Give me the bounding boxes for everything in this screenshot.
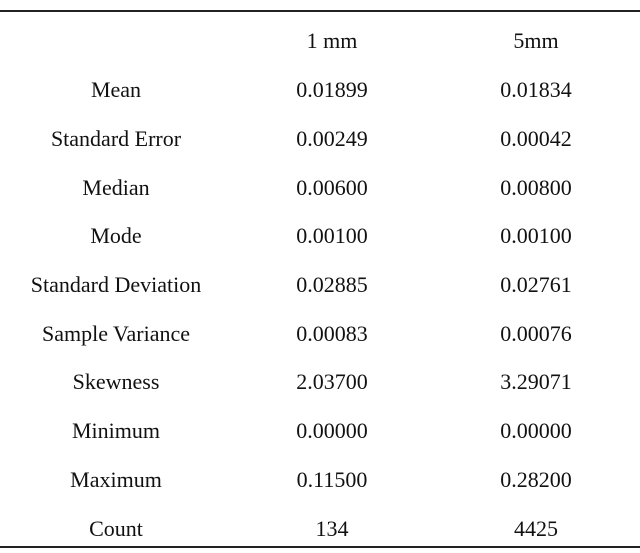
- value-1mm: 0.00600: [296, 174, 368, 200]
- table-row: Minimum 0.00000 0.00000: [0, 407, 640, 456]
- value-5mm: 0.00100: [500, 223, 572, 249]
- table-row: Standard Error 0.00249 0.00042: [0, 115, 640, 164]
- value-1mm: 0.00100: [296, 223, 368, 249]
- row-label: Standard Error: [50, 126, 182, 152]
- header-label-cell: [0, 16, 232, 66]
- row-label: Median: [82, 174, 150, 200]
- table-row: Count 134 4425: [0, 504, 640, 553]
- value-5mm: 0.01834: [500, 77, 572, 103]
- value-5mm: 3.29071: [500, 369, 572, 395]
- header-5mm: 5mm: [513, 28, 559, 53]
- value-5mm: 0.28200: [500, 466, 572, 492]
- stats-table-frame: 1 mm 5mm Mean 0.01899 0.01834 Standard E…: [0, 10, 640, 548]
- value-5mm: 0.00042: [500, 126, 572, 152]
- table-row: Sample Variance 0.00083 0.00076: [0, 309, 640, 358]
- table-row: Skewness 2.03700 3.29071: [0, 358, 640, 407]
- value-5mm: 4425: [514, 515, 558, 541]
- value-1mm: 134: [315, 515, 349, 541]
- row-label: Count: [89, 515, 143, 541]
- row-label: Standard Deviation: [30, 272, 202, 298]
- row-label: Maximum: [70, 466, 162, 492]
- row-label: Minimum: [71, 418, 160, 444]
- value-1mm: 0.01899: [296, 77, 368, 103]
- value-1mm: 0.02885: [296, 272, 368, 298]
- table-row: Maximum 0.11500 0.28200: [0, 456, 640, 505]
- row-label: Skewness: [72, 369, 160, 395]
- value-5mm: 0.00800: [500, 174, 572, 200]
- value-1mm: 0.11500: [296, 466, 368, 492]
- value-1mm: 0.00000: [296, 418, 368, 444]
- row-label: Sample Variance: [41, 320, 191, 346]
- value-5mm: 0.00076: [500, 320, 572, 346]
- value-1mm: 0.00249: [296, 126, 368, 152]
- row-label: Mode: [90, 223, 142, 249]
- value-1mm: 0.00083: [296, 320, 368, 346]
- header-1mm: 1 mm: [306, 28, 358, 53]
- table-row: Mean 0.01899 0.01834: [0, 66, 640, 115]
- header-row: 1 mm 5mm: [0, 16, 640, 66]
- value-1mm: 2.03700: [296, 369, 368, 395]
- table-row: Mode 0.00100 0.00100: [0, 212, 640, 261]
- table-row: Median 0.00600 0.00800: [0, 163, 640, 212]
- value-5mm: 0.00000: [500, 418, 572, 444]
- value-5mm: 0.02761: [500, 272, 572, 298]
- row-label: Mean: [90, 77, 142, 103]
- table-row: Standard Deviation 0.02885 0.02761: [0, 261, 640, 310]
- descriptive-statistics-table: 1 mm 5mm Mean 0.01899 0.01834 Standard E…: [0, 16, 640, 553]
